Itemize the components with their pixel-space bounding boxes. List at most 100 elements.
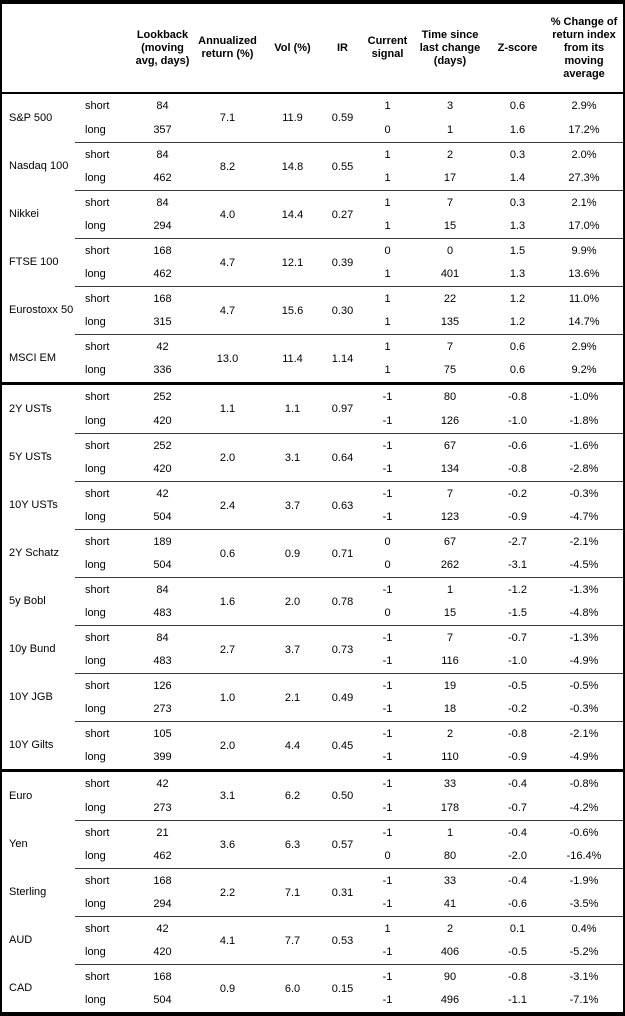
time-since-value: 75 xyxy=(443,364,457,377)
time-since-value: 1 xyxy=(446,124,454,136)
pct-change-value: -0.3% xyxy=(569,703,599,716)
vol-value: 6.0 xyxy=(284,982,301,995)
z-score-value: 1.3 xyxy=(509,268,526,281)
pct-change-value: 2.9% xyxy=(571,100,597,112)
ir-value: 0.73 xyxy=(331,643,354,656)
instrument-name: MSCI EM xyxy=(9,352,57,364)
vol-value: 3.1 xyxy=(284,451,301,464)
signal-value: -1 xyxy=(382,631,393,644)
annualized-return-value: 0.6 xyxy=(219,547,236,560)
signal-value: -1 xyxy=(382,463,393,476)
instrument-group: Euro short 42 3.1 6.2 0.50 -1 33 -0.4 -0.8% long 27… xyxy=(2,769,623,1012)
z-score-value: -1.0 xyxy=(508,655,527,668)
z-score-value: -0.7 xyxy=(508,802,527,814)
instrument-name: 5y Bobl xyxy=(9,595,46,607)
vol-value: 11.4 xyxy=(282,352,303,365)
ir-value: 0.31 xyxy=(331,886,354,899)
row-label-short: short xyxy=(85,100,110,112)
instrument-group: S&P 500 short 84 7.1 11.9 0.59 1 3 0.6 2.9% long 35… xyxy=(2,94,623,382)
signal-value: -1 xyxy=(382,802,393,814)
time-since-value: 135 xyxy=(440,316,460,329)
vol-value: 6.2 xyxy=(284,790,301,802)
annualized-return-value: 13.0 xyxy=(216,352,239,365)
vol-value: 11.9 xyxy=(282,112,303,124)
z-score-value: -2.0 xyxy=(508,850,527,863)
pct-change-value: 2.0% xyxy=(571,148,597,161)
annualized-return-value: 7.1 xyxy=(219,112,236,124)
z-score-value: -0.6 xyxy=(508,898,527,911)
instrument-block: Euro short 42 3.1 6.2 0.50 -1 33 -0.4 -0.8% long 27… xyxy=(2,772,623,820)
instrument-block: S&P 500 short 84 7.1 11.9 0.59 1 3 0.6 2.9% long 35… xyxy=(2,94,623,142)
instrument-name: 2Y Schatz xyxy=(9,547,59,559)
lookback-value: 105 xyxy=(153,727,172,740)
z-score-value: 0.6 xyxy=(509,364,526,377)
ir-value: 0.45 xyxy=(331,739,354,752)
signal-value: 1 xyxy=(384,196,391,209)
instrument-name: Euro xyxy=(9,790,33,802)
time-since-value: 3 xyxy=(446,100,454,112)
pct-change-value: -1.9% xyxy=(569,874,599,887)
annualized-return-value: 0.9 xyxy=(219,982,236,995)
signal-value: -1 xyxy=(382,994,393,1007)
lookback-value: 42 xyxy=(156,340,169,353)
instrument-values-grid: short 105 2.0 4.4 0.45 -1 2 -0.8 -2.1% long 399 -1 1… xyxy=(75,721,623,769)
pct-change-value: -4.8% xyxy=(569,607,599,620)
annualized-return-value: 4.1 xyxy=(219,934,236,947)
signal-value: -1 xyxy=(382,703,393,716)
row-label-long: long xyxy=(85,316,106,329)
instrument-block: 10y Bund short 84 2.7 3.7 0.73 -1 7 -0.7 -1.3% lon… xyxy=(2,625,623,673)
ir-value: 0.15 xyxy=(331,982,354,995)
lookback-value: 84 xyxy=(156,583,169,596)
pct-change-value: -0.3% xyxy=(569,487,599,500)
vol-value: 2.0 xyxy=(284,595,301,608)
instrument-block: 10Y Gilts short 105 2.0 4.4 0.45 -1 2 -0.8 -2.1% l… xyxy=(2,721,623,769)
ir-value: 0.78 xyxy=(331,595,354,608)
pct-change-value: -4.2% xyxy=(569,802,599,814)
annualized-return-value: 4.7 xyxy=(219,304,236,317)
lookback-value: 168 xyxy=(153,874,172,887)
ir-value: 0.63 xyxy=(331,499,354,512)
time-since-value: 67 xyxy=(443,439,457,452)
lookback-value: 483 xyxy=(153,655,172,668)
pct-change-value: 11.0% xyxy=(568,292,600,305)
pct-change-value: -5.2% xyxy=(569,946,599,959)
z-score-value: 0.6 xyxy=(509,340,526,353)
instrument-block: Yen short 21 3.6 6.3 0.57 -1 1 -0.4 -0.6% long 462 0… xyxy=(2,820,623,868)
time-since-value: 22 xyxy=(443,292,457,305)
signal-value: -1 xyxy=(382,946,393,959)
signal-value: -1 xyxy=(382,874,393,887)
z-score-value: 0.6 xyxy=(509,100,526,112)
pct-change-value: 2.9% xyxy=(571,340,597,353)
signal-value: 0 xyxy=(384,124,391,136)
instrument-values-grid: short 42 4.1 7.7 0.53 1 2 0.1 0.4% long 420 -1 406 -0… xyxy=(75,916,623,964)
pct-change-value: -16.4% xyxy=(566,850,602,863)
time-since-value: 401 xyxy=(440,268,460,281)
row-label-long: long xyxy=(85,994,106,1007)
lookback-value: 126 xyxy=(153,679,172,692)
pct-change-value: -3.1% xyxy=(569,970,599,983)
z-score-value: -1.1 xyxy=(508,994,527,1007)
pct-change-value: -7.1% xyxy=(569,994,599,1007)
annualized-return-value: 1.1 xyxy=(219,403,236,415)
time-since-value: 33 xyxy=(443,778,457,790)
lookback-value: 273 xyxy=(153,802,172,814)
time-since-value: 7 xyxy=(446,196,454,209)
pct-change-value: -1.0% xyxy=(569,391,599,403)
pct-change-value: -0.8% xyxy=(569,778,599,790)
z-score-value: 0.3 xyxy=(509,196,526,209)
lookback-value: 21 xyxy=(156,826,169,839)
instrument-values-grid: short 42 2.4 3.7 0.63 -1 7 -0.2 -0.3% long 504 -1 12… xyxy=(75,481,623,529)
ir-value: 0.59 xyxy=(331,112,354,124)
signal-value: 1 xyxy=(384,172,391,185)
pct-change-value: -1.8% xyxy=(569,415,599,427)
row-label-short: short xyxy=(85,391,110,403)
instrument-name: 10Y JGB xyxy=(9,691,53,703)
pct-change-value: -0.6% xyxy=(569,826,599,839)
pct-change-value: 17.2% xyxy=(568,124,600,136)
pct-change-value: 14.7% xyxy=(568,316,600,329)
lookback-value: 315 xyxy=(153,316,172,329)
row-label-long: long xyxy=(85,559,106,572)
ir-value: 1.14 xyxy=(331,352,354,365)
header-lookback: Lookback (moving avg, days) xyxy=(135,28,190,67)
ir-value: 0.64 xyxy=(331,451,354,464)
